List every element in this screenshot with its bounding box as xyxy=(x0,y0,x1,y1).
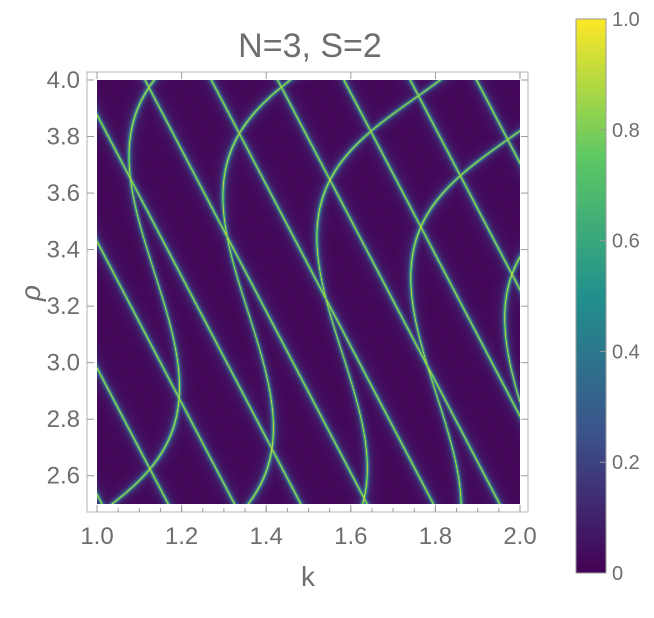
y-tick-label: 3.0 xyxy=(47,350,80,377)
x-tick-label: 2.0 xyxy=(503,523,536,550)
x-tick-label: 1.8 xyxy=(419,523,452,550)
colorbar-tick-label: 0 xyxy=(612,563,623,585)
y-tick-label: 3.2 xyxy=(47,293,80,320)
colorbar: 0 0.2 0.4 0.6 0.8 1.0 xyxy=(575,9,640,585)
colorbar-ticks: 0 0.2 0.4 0.6 0.8 1.0 xyxy=(600,9,640,585)
y-tick-label: 3.8 xyxy=(47,124,80,151)
y-tick-label: 2.6 xyxy=(47,463,80,490)
y-tick-label: 3.4 xyxy=(47,237,80,264)
colorbar-tick-label: 0.4 xyxy=(612,341,640,363)
y-axis: 2.6 2.8 3.0 3.2 3.4 3.6 3.8 4.0 xyxy=(47,67,528,490)
y-axis-label: ρ xyxy=(15,285,46,302)
chart-title: N=3, S=2 xyxy=(238,27,382,65)
colorbar-gradient xyxy=(575,18,607,574)
y-tick-label: 4.0 xyxy=(47,67,80,94)
colorbar-tick-label: 0.6 xyxy=(612,231,640,253)
y-tick-label: 3.6 xyxy=(47,180,80,207)
x-tick-label: 1.2 xyxy=(165,523,198,550)
y-tick-label: 2.8 xyxy=(47,406,80,433)
colorbar-tick-label: 1.0 xyxy=(612,9,640,31)
plot-frame xyxy=(86,71,529,513)
plot-area xyxy=(86,71,529,513)
x-tick-label: 1.0 xyxy=(80,523,113,550)
heatmap-image xyxy=(97,80,520,504)
x-tick-label: 1.4 xyxy=(250,523,283,550)
colorbar-tick-label: 0.2 xyxy=(612,452,640,474)
x-axis-label: k xyxy=(301,561,316,592)
x-tick-label: 1.6 xyxy=(334,523,367,550)
colorbar-tick-label: 0.8 xyxy=(612,120,640,142)
x-axis: 1.0 1.2 1.4 1.6 1.8 2.0 xyxy=(80,72,537,550)
